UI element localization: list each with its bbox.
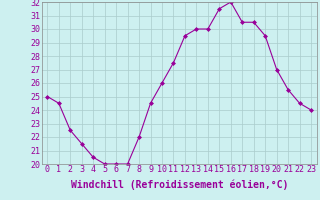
X-axis label: Windchill (Refroidissement éolien,°C): Windchill (Refroidissement éolien,°C) bbox=[70, 180, 288, 190]
